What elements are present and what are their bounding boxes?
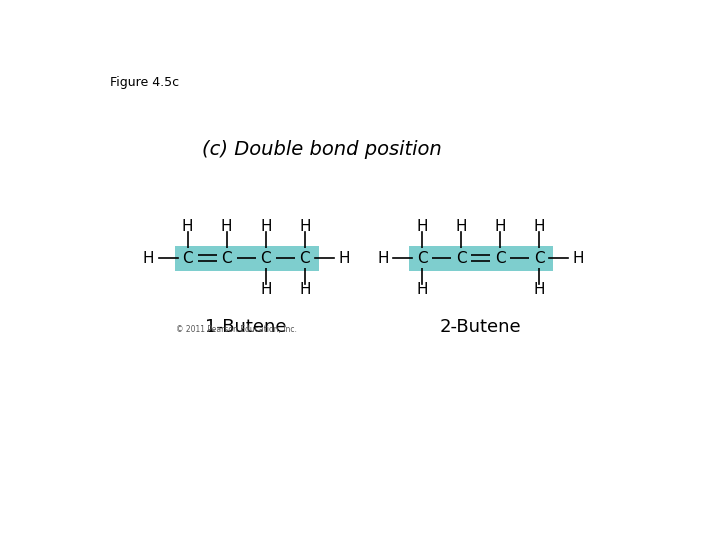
Text: H: H bbox=[221, 219, 233, 234]
Text: H: H bbox=[572, 251, 584, 266]
Text: H: H bbox=[416, 282, 428, 297]
Text: C: C bbox=[221, 251, 232, 266]
Text: H: H bbox=[260, 282, 271, 297]
Text: C: C bbox=[261, 251, 271, 266]
Text: © 2011 Pearson Education, Inc.: © 2011 Pearson Education, Inc. bbox=[176, 325, 297, 334]
Text: C: C bbox=[534, 251, 544, 266]
Bar bbox=[409, 246, 553, 271]
Text: C: C bbox=[182, 251, 193, 266]
Text: H: H bbox=[495, 219, 506, 234]
Text: C: C bbox=[456, 251, 467, 266]
Text: H: H bbox=[455, 219, 467, 234]
Text: C: C bbox=[495, 251, 505, 266]
Text: Figure 4.5c: Figure 4.5c bbox=[109, 77, 179, 90]
Text: C: C bbox=[300, 251, 310, 266]
Text: 2-Butene: 2-Butene bbox=[440, 319, 521, 336]
Text: (c) Double bond position: (c) Double bond position bbox=[202, 140, 441, 159]
Text: H: H bbox=[143, 251, 154, 266]
Bar bbox=[175, 246, 319, 271]
Text: H: H bbox=[182, 219, 194, 234]
Text: H: H bbox=[534, 282, 545, 297]
Text: 1-Butene: 1-Butene bbox=[205, 319, 287, 336]
Text: H: H bbox=[534, 219, 545, 234]
Text: C: C bbox=[417, 251, 428, 266]
Text: H: H bbox=[377, 251, 389, 266]
Text: H: H bbox=[299, 219, 310, 234]
Text: H: H bbox=[260, 219, 271, 234]
Text: H: H bbox=[338, 251, 350, 266]
Text: H: H bbox=[299, 282, 310, 297]
Text: H: H bbox=[416, 219, 428, 234]
